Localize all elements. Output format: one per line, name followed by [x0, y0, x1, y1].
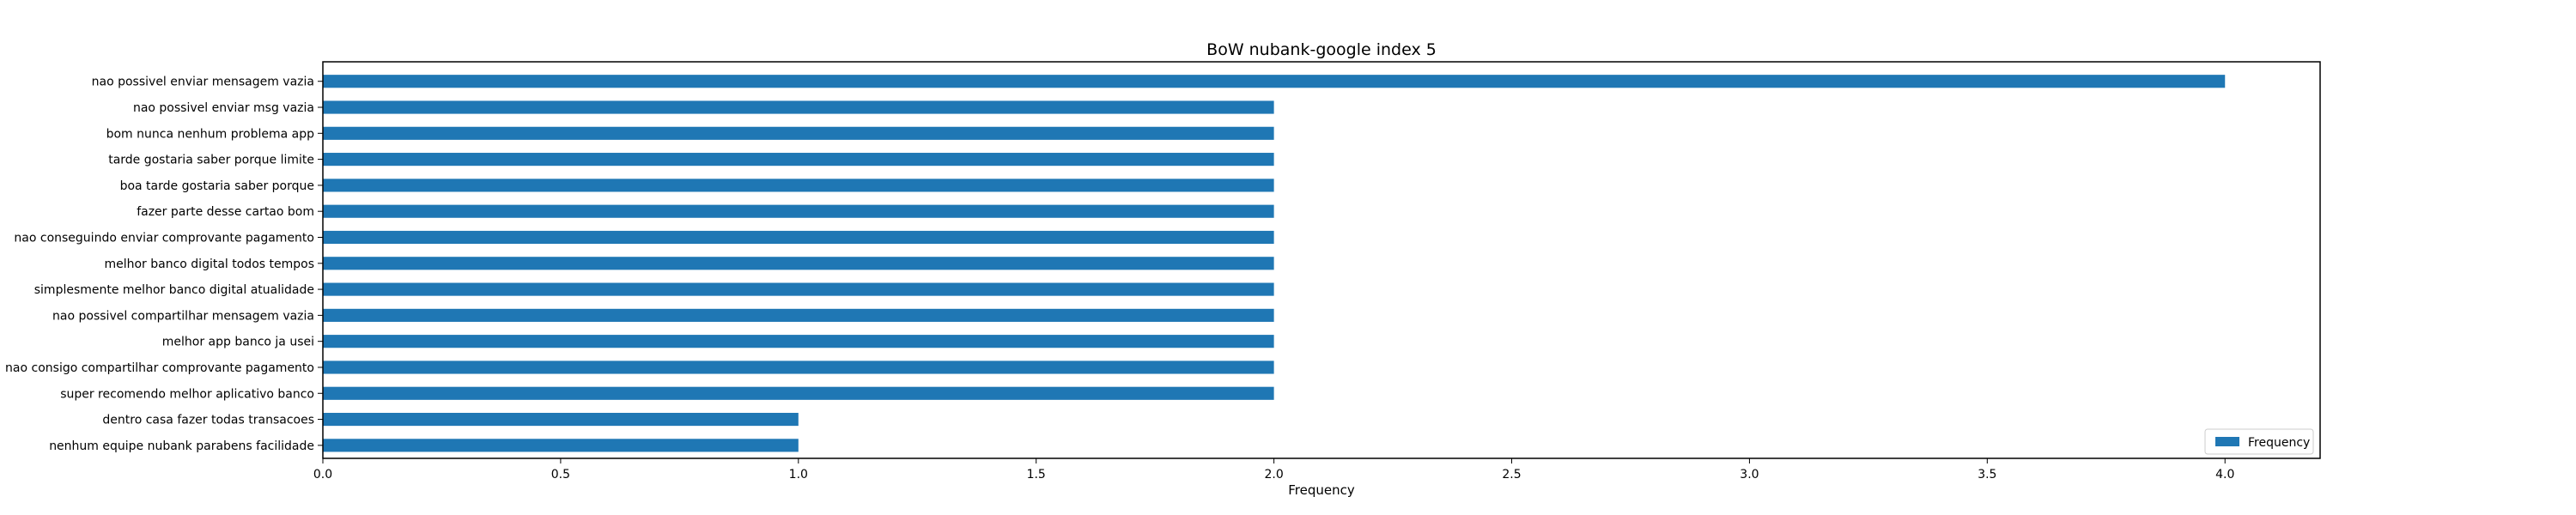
bar-7: [323, 230, 1274, 245]
bar-2: [323, 100, 1274, 114]
bar-6: [323, 204, 1274, 218]
y-tick-label: nao possivel compartilhar mensagem vazia: [52, 309, 314, 323]
y-tick-label: super recomendo melhor aplicativo banco: [60, 387, 314, 401]
bar-4: [323, 153, 1274, 167]
legend-box: [2204, 428, 2314, 455]
x-tick-label: 1.0: [789, 468, 808, 482]
x-tick-label: 0.0: [313, 468, 332, 482]
x-tick-label: 1.5: [1027, 468, 1046, 482]
y-tick-label: nao possivel enviar mensagem vazia: [92, 76, 314, 89]
x-axis-label: Frequency: [1288, 482, 1355, 498]
y-tick-label: nao conseguindo enviar comprovante pagam…: [14, 231, 314, 245]
x-tick-label: 3.0: [1740, 468, 1759, 482]
x-tick-label: 0.5: [551, 468, 570, 482]
y-tick-label: bom nunca nenhum problema app: [106, 127, 315, 141]
y-tick-label: dentro casa fazer todas transacoes: [102, 414, 314, 427]
x-tick-label: 2.0: [1264, 468, 1283, 482]
bar-8: [323, 257, 1274, 270]
bar-3: [323, 126, 1274, 140]
bars-layer: [323, 75, 2226, 452]
y-tick-label: boa tarde gostaria saber porque: [120, 179, 314, 193]
bar-1: [323, 75, 2226, 88]
y-tick-label: tarde gostaria saber porque limite: [108, 154, 314, 167]
y-tick-labels: nao possivel enviar mensagem vazia nao po…: [5, 76, 323, 453]
x-tick-label: 3.5: [1978, 468, 1996, 482]
y-tick-label: simplesmente melhor banco digital atuali…: [34, 283, 314, 297]
y-tick-label: melhor app banco ja usei: [162, 336, 314, 349]
x-tick-label: 2.5: [1502, 468, 1521, 482]
x-tick-label: 4.0: [2215, 468, 2234, 482]
y-tick-label: nao possivel enviar msg vazia: [133, 101, 314, 115]
bar-10: [323, 308, 1274, 322]
y-tick-label: nenhum equipe nubank parabens facilidade: [49, 439, 314, 453]
y-tick-label: fazer parte desse cartao bom: [137, 205, 314, 219]
bar-15: [323, 439, 799, 452]
bar-11: [323, 335, 1274, 348]
bar-5: [323, 179, 1274, 192]
y-tick-label: melhor banco digital todos tempos: [104, 258, 314, 271]
bar-13: [323, 386, 1274, 400]
plot-frame: [322, 61, 2321, 459]
legend: Frequency: [2204, 428, 2314, 455]
y-tick-label: nao consigo compartilhar comprovante pag…: [5, 361, 314, 375]
bar-9: [323, 282, 1274, 296]
legend-label: Frequency: [2248, 436, 2310, 450]
x-ticks: 0.0 0.5 1.0 1.5 2.0 2.5 3.0 3.5 4.0: [313, 458, 2234, 482]
chart-title: BoW nubank-google index 5: [1206, 40, 1437, 59]
bar-12: [323, 360, 1274, 374]
legend-swatch: [2215, 437, 2239, 446]
bar-14: [323, 412, 799, 427]
